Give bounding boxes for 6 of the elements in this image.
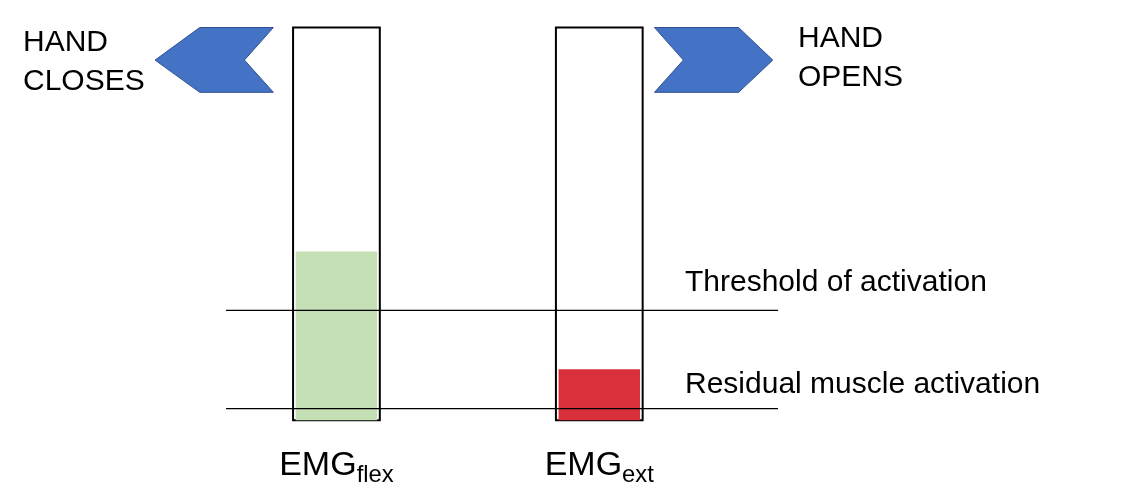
- ref-line-label: Residual muscle activation: [685, 366, 1041, 399]
- x-tick-label: EMG$_{flex}$: [279, 444, 394, 488]
- x-tick-label: EMG$_{ext}$: [544, 444, 655, 488]
- text: HAND CLOSES: [23, 24, 145, 96]
- text: HAND OPENS: [798, 20, 904, 92]
- ref-line-label: Threshold of activation: [685, 264, 987, 297]
